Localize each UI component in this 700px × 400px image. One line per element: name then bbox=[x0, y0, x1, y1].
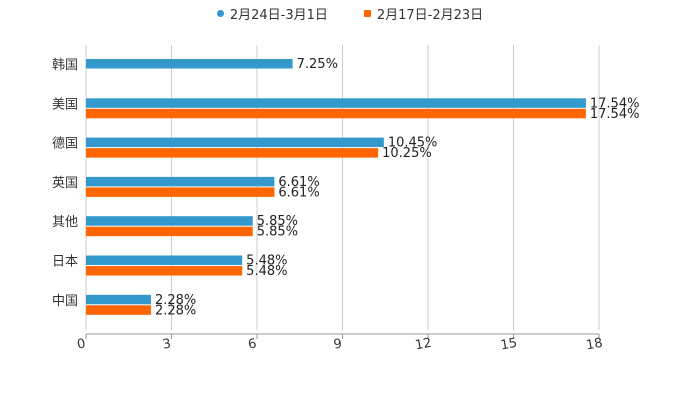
x-tick-label-0: 0 bbox=[76, 336, 87, 352]
data-label-s2-1: 17.54% bbox=[590, 107, 640, 122]
legend-label-series-1: 2月24日-3月1日 bbox=[229, 8, 328, 23]
data-label-s2-6: 2.28% bbox=[155, 303, 196, 318]
category-label-2: 德国 bbox=[52, 137, 78, 152]
data-label-s2-5: 5.48% bbox=[246, 264, 287, 279]
legend-square-icon bbox=[363, 10, 371, 17]
category-label-1: 美国 bbox=[52, 97, 78, 112]
category-label-0: 韩国 bbox=[52, 58, 78, 73]
bar-s1-5 bbox=[86, 255, 243, 265]
legend-label-series-2: 2月17日-2月23日 bbox=[376, 8, 484, 23]
legend-circle-icon bbox=[216, 10, 224, 17]
x-tick-label-12: 12 bbox=[414, 336, 433, 354]
bar-s2-4 bbox=[86, 226, 253, 237]
legend-item-series-2[interactable]: 2月17日-2月23日 bbox=[363, 4, 484, 23]
data-label-s1-4: 5.85% bbox=[257, 214, 298, 229]
data-label-s2-2: 10.25% bbox=[382, 146, 432, 161]
bar-s1-6 bbox=[86, 294, 151, 305]
data-label-s2-4: 5.85% bbox=[257, 225, 298, 240]
bar-s2-2 bbox=[86, 148, 379, 158]
category-label-3: 英国 bbox=[52, 176, 78, 191]
x-tick-label-3: 3 bbox=[162, 336, 173, 352]
category-label-6: 中国 bbox=[52, 294, 78, 309]
legend: 2月24日-3月1日 2月17日-2月23日 bbox=[0, 4, 700, 23]
data-label-s1-3: 6.61% bbox=[278, 175, 319, 190]
data-label-s1-2: 10.45% bbox=[388, 136, 438, 151]
bar-s1-2 bbox=[86, 137, 384, 148]
x-tick-label-6: 6 bbox=[247, 336, 258, 352]
category-label-4: 其他 bbox=[52, 215, 78, 230]
data-label-s1-5: 5.48% bbox=[246, 254, 287, 269]
category-label-5: 日本 bbox=[52, 255, 78, 270]
data-label-s1-1: 17.54% bbox=[590, 96, 640, 111]
bar-s2-6 bbox=[86, 305, 151, 315]
bar-s1-1 bbox=[86, 98, 586, 108]
data-label-s1-0: 7.25% bbox=[297, 57, 338, 72]
data-label-s2-3: 6.61% bbox=[278, 185, 319, 200]
x-tick-label-18: 18 bbox=[585, 336, 604, 354]
bar-s2-1 bbox=[86, 108, 586, 119]
x-tick-label-9: 9 bbox=[333, 336, 344, 352]
legend-item-series-1[interactable]: 2月24日-3月1日 bbox=[216, 4, 328, 23]
bar-s1-3 bbox=[86, 176, 275, 187]
data-label-s1-6: 2.28% bbox=[155, 293, 196, 308]
x-tick-label-15: 15 bbox=[499, 336, 518, 354]
bar-s2-5 bbox=[86, 266, 243, 276]
bar-s1-4 bbox=[86, 216, 253, 226]
bar-s2-3 bbox=[86, 187, 275, 197]
bar-s1-0 bbox=[86, 59, 293, 69]
